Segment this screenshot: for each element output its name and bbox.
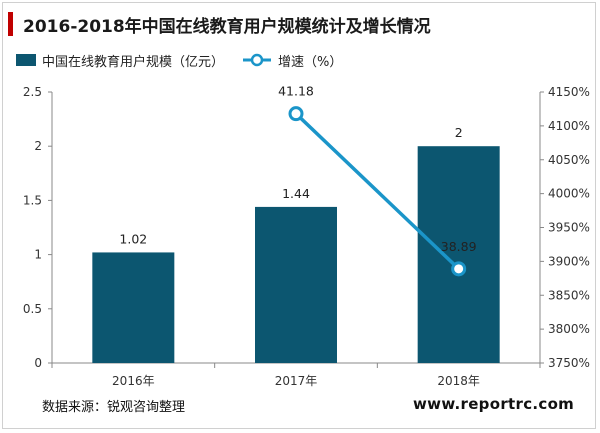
chart-frame (2, 2, 596, 429)
y-left-tick-label: 2 (34, 139, 42, 153)
line-data-label: 38.89 (441, 239, 477, 254)
y-right-tick-label: 3900% (548, 254, 590, 268)
title-accent-bar (8, 12, 13, 36)
bar-data-label: 1.02 (119, 231, 147, 246)
y-left-tick-label: 1.5 (23, 193, 42, 207)
website-label: www.reportrc.com (413, 395, 575, 413)
source-note: 数据来源：锐观咨询整理 (42, 400, 186, 415)
x-category-label: 2016年 (112, 374, 155, 388)
x-category-label: 2017年 (275, 374, 318, 388)
legend-line-label: 增速（%） (278, 54, 343, 70)
y-right-tick-label: 4100% (548, 119, 590, 133)
y-left-tick-label: 2.5 (23, 85, 42, 99)
bar (255, 206, 337, 363)
y-right-tick-label: 3800% (548, 322, 590, 336)
y-right-tick-label: 3850% (548, 288, 590, 302)
legend: 中国在线教育用户规模（亿元） 增速（%） (16, 50, 342, 70)
y-right-tick-label: 4000% (548, 187, 590, 201)
x-category-label: 2018年 (437, 374, 480, 388)
bar-data-label: 1.44 (282, 186, 310, 201)
growth-rate-point (288, 106, 304, 122)
chart-title: 2016-2018年中国在线教育用户规模统计及增长情况 (23, 16, 431, 37)
legend-bar-label: 中国在线教育用户规模（亿元） (42, 54, 225, 70)
legend-bar-swatch (16, 54, 36, 66)
growth-rate-point (451, 261, 467, 277)
title-bar: 2016-2018年中国在线教育用户规模统计及增长情况 (8, 11, 431, 37)
y-right-tick-label: 4050% (548, 153, 590, 167)
growth-rate-line (294, 112, 460, 271)
legend-item-line: 增速（%） (242, 51, 342, 70)
bar-data-label: 2 (455, 125, 463, 140)
y-right-tick-label: 4150% (548, 85, 590, 99)
y-left-tick-label: 0.5 (23, 302, 42, 316)
line-data-label: 41.18 (278, 84, 314, 99)
y-right-tick-label: 3950% (548, 221, 590, 235)
y-left-tick-label: 0 (34, 356, 42, 370)
y-left-tick-label: 1 (34, 248, 42, 262)
legend-line-swatch (243, 53, 272, 67)
y-right-tick-label: 3750% (548, 356, 590, 370)
bar (417, 146, 500, 363)
legend-item-bar: 中国在线教育用户规模（亿元） (16, 51, 224, 70)
bar (92, 252, 175, 363)
